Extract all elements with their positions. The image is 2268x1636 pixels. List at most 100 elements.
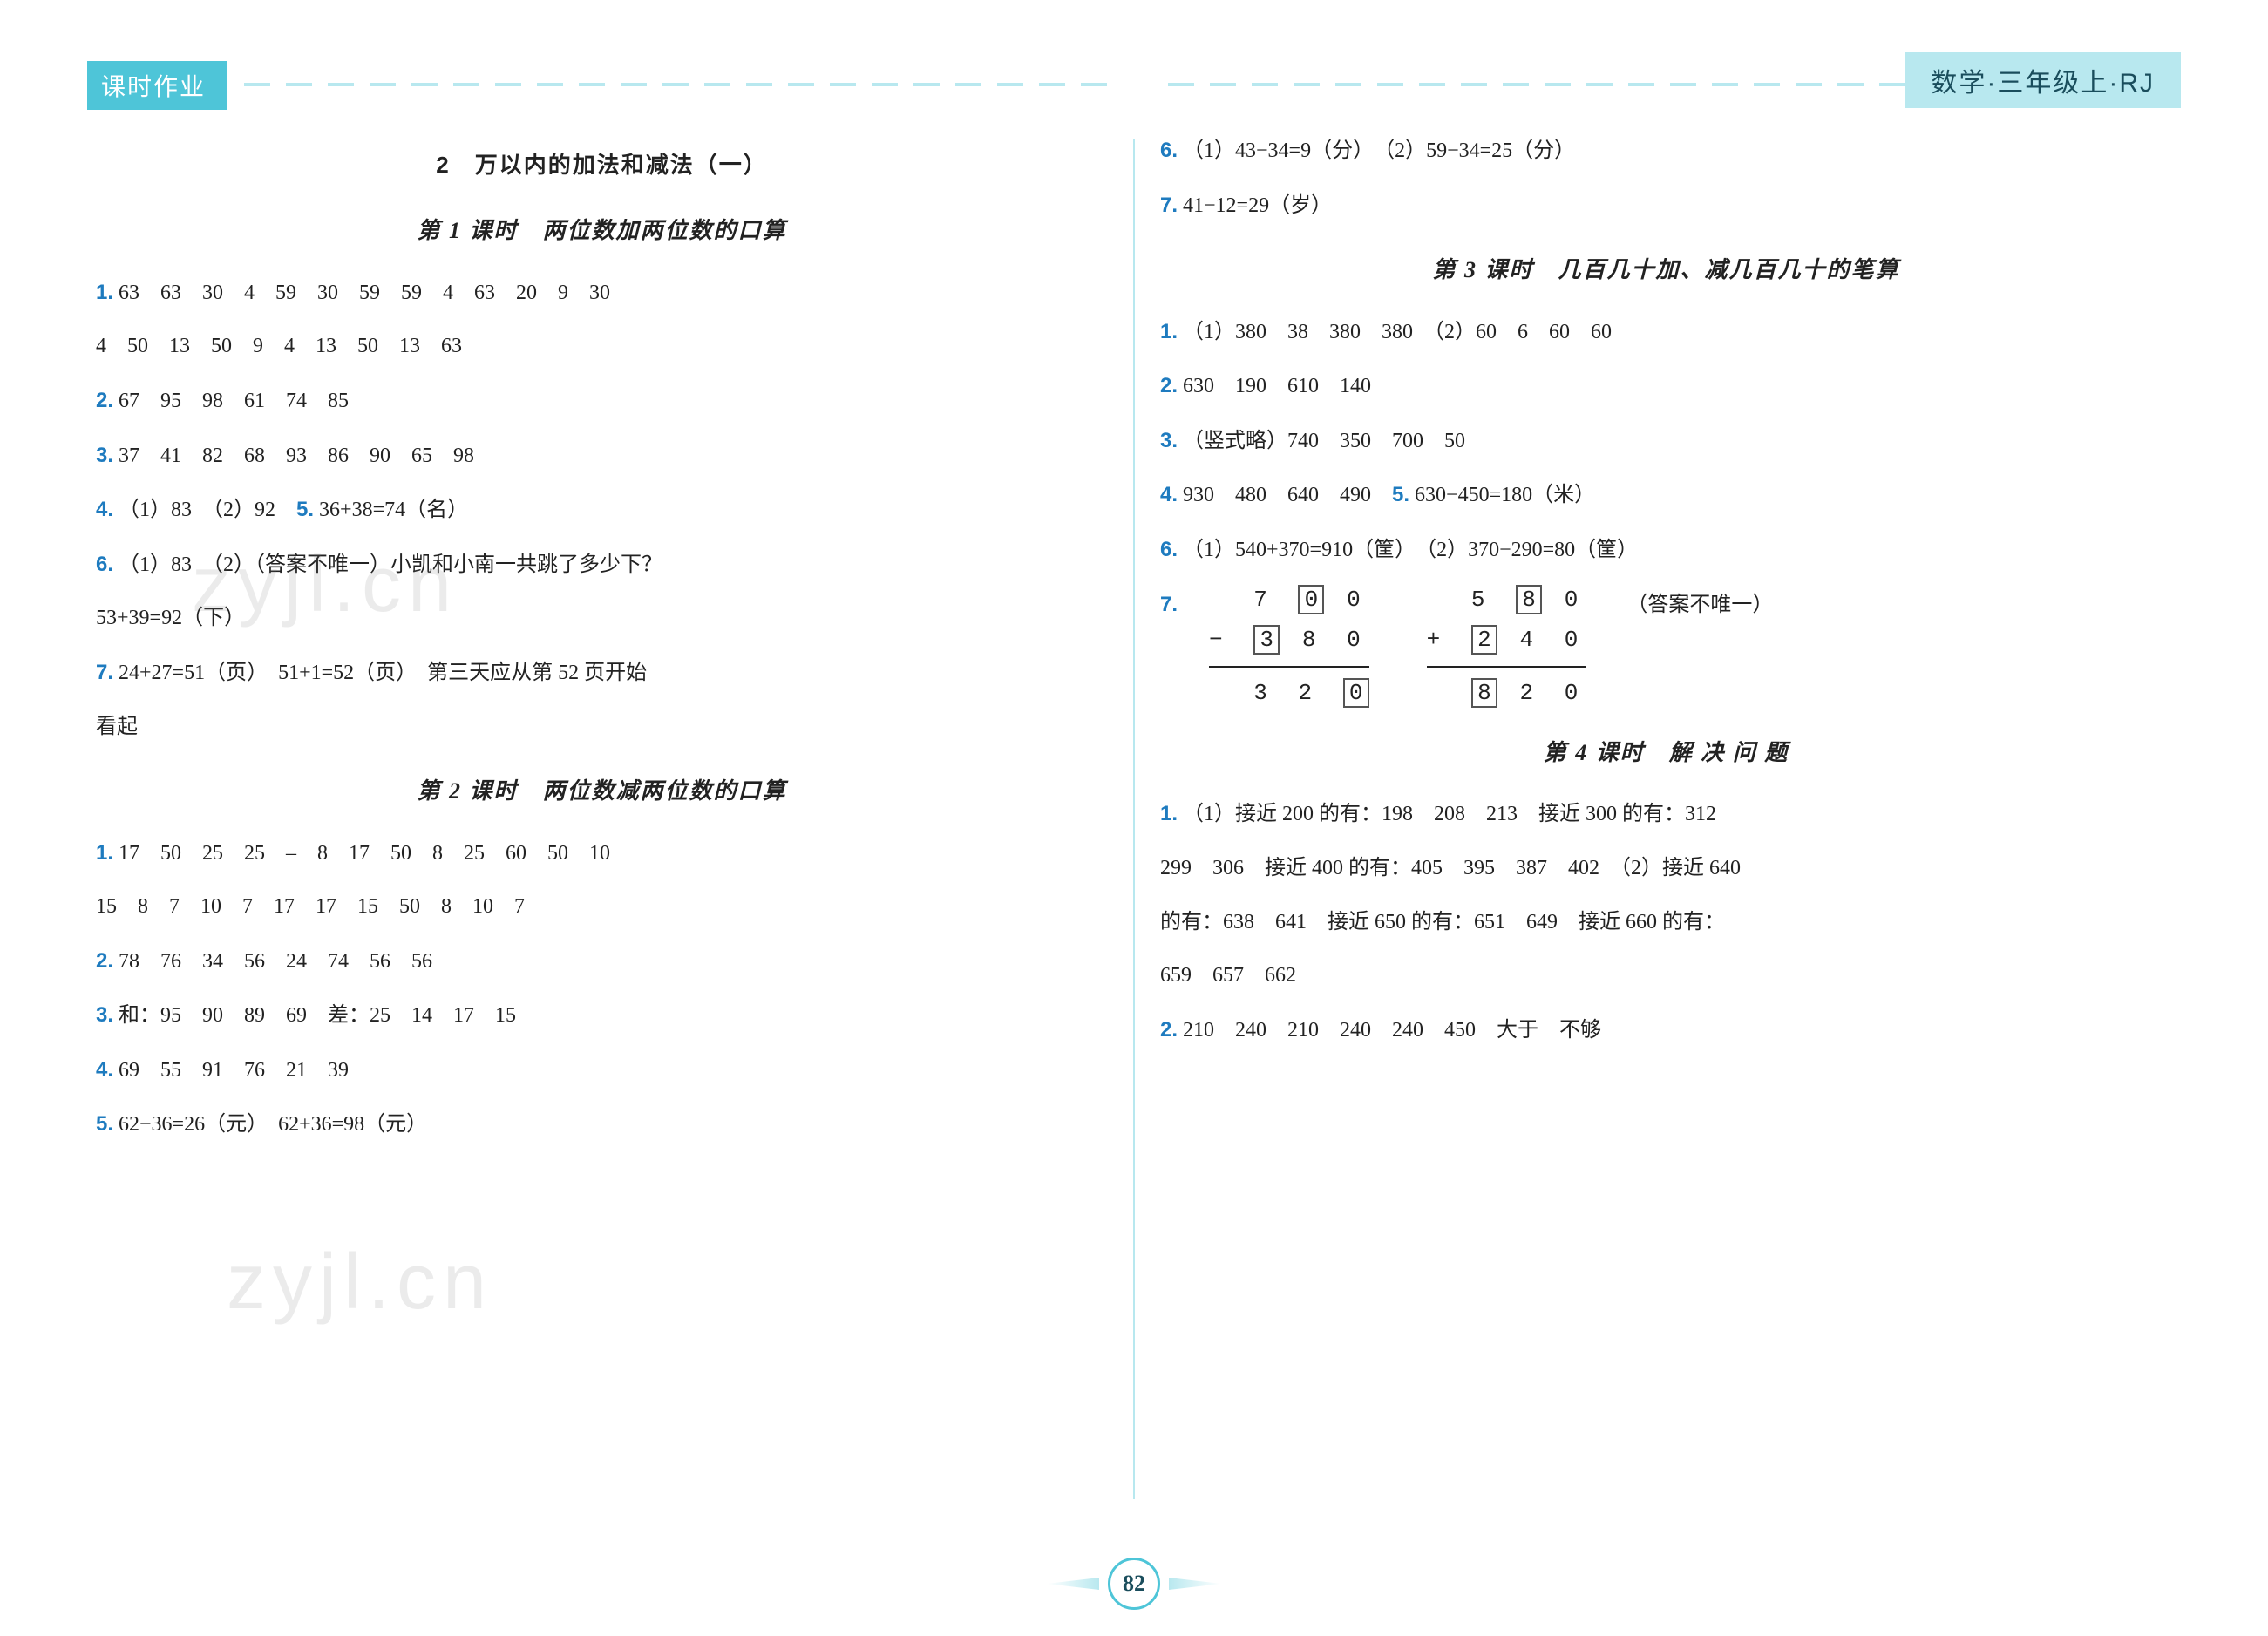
l3-q3: 3. （竖式略）740 350 700 50 [1160, 416, 2172, 467]
digit: 8 [1302, 627, 1325, 653]
qnum: 5. [1392, 483, 1409, 506]
lesson3-title: 第 3 课时 几百几十加、减几百几十的笔算 [1160, 243, 2172, 297]
digit: 0 [1565, 587, 1587, 613]
qnum: 4. [1160, 483, 1178, 506]
calc-rule [1427, 666, 1587, 668]
operator: + [1427, 627, 1450, 653]
calc1-r3: 3 2 0 [1209, 673, 1369, 714]
answer-text: 63 63 30 4 59 30 59 59 4 63 20 9 30 [119, 282, 610, 304]
answer-text: 41−12=29（岁） [1183, 194, 1332, 217]
l1-q2: 2. 67 95 98 61 74 85 [96, 376, 1108, 427]
qnum: 6. [96, 553, 113, 576]
calc-note: （答案不唯一） [1626, 580, 1773, 631]
answer-text: （1）83 （2）（答案不唯一）小凯和小南一共跳了多少下？ [119, 553, 662, 576]
header-left-text: 课时作业 [101, 74, 206, 101]
l4-q1b: 299 306 接近 400 的有：405 395 387 402 （2）接近 … [1160, 844, 2172, 894]
l3-q4q5: 4. 930 480 640 490 5. 630−450=180（米） [1160, 470, 2172, 521]
answer-text: 36+38=74（名） [319, 499, 468, 521]
boxed-digit: 2 [1471, 625, 1497, 655]
l2-q1-row1: 1. 17 50 25 25 – 8 17 50 8 25 60 50 10 [96, 828, 1108, 879]
l1-q6a: 6. （1）83 （2）（答案不唯一）小凯和小南一共跳了多少下？ [96, 540, 1108, 591]
lesson2-title: 第 2 课时 两位数减两位数的口算 [96, 764, 1108, 818]
page-content: 2 万以内的加法和减法（一） 第 1 课时 两位数加两位数的口算 1. 63 6… [87, 122, 2181, 1551]
right-column: 6. （1）43−34=9（分） （2）59−34=25（分） 7. 41−12… [1134, 122, 2181, 1551]
answer-text: 69 55 91 76 21 39 [119, 1059, 349, 1082]
l4-q2: 2. 210 240 210 240 240 450 大于 不够 [1160, 1005, 2172, 1056]
qnum: 7. [96, 661, 113, 684]
answer-text: 37 41 82 68 93 86 90 65 98 [119, 445, 474, 467]
unit-title: 2 万以内的加法和减法（一） [96, 138, 1108, 192]
l1-q4q5: 4. （1）83 （2）92 5. 36+38=74（名） [96, 485, 1108, 536]
lesson1-title: 第 1 课时 两位数加两位数的口算 [96, 204, 1108, 258]
qnum: 1. [96, 281, 113, 304]
header-dashes-left [244, 83, 1116, 86]
l3-q2: 2. 630 190 610 140 [1160, 361, 2172, 412]
l1-q1-row2: 4 50 13 50 9 4 13 50 13 63 [96, 322, 1108, 372]
qnum: 6. [1160, 538, 1178, 561]
l1-q1-row1: 1. 63 63 30 4 59 30 59 59 4 63 20 9 30 [96, 268, 1108, 319]
answer-text: 78 76 34 56 24 74 56 56 [119, 950, 432, 973]
l2-q1-row2: 15 8 7 10 7 17 17 15 50 8 10 7 [96, 882, 1108, 933]
calc1-r2: − 3 8 0 [1209, 620, 1369, 661]
qnum: 3. [1160, 429, 1178, 452]
header-right-badge: 数学·三年级上·RJ [1905, 52, 2181, 108]
page-number-wrap: 82 [1047, 1558, 1221, 1610]
digit: 2 [1520, 680, 1543, 706]
digit: 0 [1565, 680, 1587, 706]
answer-text: （1）43−34=9（分） （2）59−34=25（分） [1183, 139, 1575, 162]
answer-text: 67 95 98 61 74 85 [119, 390, 349, 412]
header-right-text: 数学·三年级上·RJ [1931, 69, 2155, 98]
l2-q3: 3. 和：95 90 89 69 差：25 14 17 15 [96, 990, 1108, 1042]
answer-text: （1）380 38 380 380 （2）60 6 60 60 [1183, 321, 1612, 343]
operator: − [1209, 627, 1232, 653]
boxed-digit: 0 [1343, 678, 1369, 708]
qnum: 5. [296, 498, 314, 521]
qnum: 2. [96, 949, 113, 973]
qnum: 1. [96, 841, 113, 865]
answer-text: （竖式略）740 350 700 50 [1183, 430, 1465, 452]
calc2-r1: 5 8 0 [1427, 580, 1587, 621]
answer-text: 17 50 25 25 – 8 17 50 8 25 60 50 10 [119, 842, 610, 865]
r-q7: 7. 41−12=29（岁） [1160, 180, 2172, 232]
l2-q2: 2. 78 76 34 56 24 74 56 56 [96, 936, 1108, 988]
qnum: 4. [96, 498, 113, 521]
answer-text: 210 240 210 240 240 450 大于 不够 [1183, 1019, 1601, 1042]
l4-q1a: 1. （1）接近 200 的有：198 208 213 接近 300 的有：31… [1160, 789, 2172, 840]
digit: 3 [1253, 680, 1276, 706]
calc-rule [1209, 666, 1369, 668]
r-q6: 6. （1）43−34=9（分） （2）59−34=25（分） [1160, 126, 2172, 177]
answer-text: 630−450=180（米） [1415, 484, 1595, 506]
answer-text: （1）接近 200 的有：198 208 213 接近 300 的有：312 [1183, 803, 1716, 825]
answer-text: 24+27=51（页） 51+1=52（页） 第三天应从第 52 页开始 [119, 662, 647, 684]
answer-text: 930 480 640 490 [1183, 484, 1371, 506]
qnum: 6. [1160, 139, 1178, 162]
answer-text: （1）83 （2）92 [119, 499, 275, 521]
calc2-r3: 8 2 0 [1427, 673, 1587, 714]
digit: 0 [1347, 587, 1369, 613]
qnum: 2. [1160, 1018, 1178, 1042]
l1-q6b: 53+39=92（下） [96, 594, 1108, 644]
qnum: 2. [96, 389, 113, 412]
page-wing-right-icon [1169, 1578, 1221, 1590]
answer-text: （1）540+370=910（筐） （2）370−290=80（筐） [1183, 539, 1638, 561]
header-dashes-right [1168, 83, 1909, 86]
l2-q5: 5. 62−36=26（元） 62+36=98（元） [96, 1099, 1108, 1151]
left-column: 2 万以内的加法和减法（一） 第 1 课时 两位数加两位数的口算 1. 63 6… [87, 122, 1134, 1551]
digit: 2 [1298, 680, 1321, 706]
answer-text: 630 190 610 140 [1183, 375, 1371, 397]
boxed-digit: 3 [1253, 625, 1280, 655]
digit: 0 [1347, 627, 1369, 653]
l3-q1: 1. （1）380 38 380 380 （2）60 6 60 60 [1160, 307, 2172, 358]
answer-text: 62−36=26（元） 62+36=98（元） [119, 1113, 427, 1136]
l3-q7: 7. 7 0 0 − 3 8 0 3 2 0 5 8 0 + 2 4 0 8 2… [1160, 580, 2172, 714]
qnum: 7. [1160, 193, 1178, 217]
calc2-r2: + 2 4 0 [1427, 620, 1587, 661]
answer-text: 和：95 90 89 69 差：25 14 17 15 [119, 1004, 516, 1027]
qnum: 3. [96, 1003, 113, 1027]
l3-q6: 6. （1）540+370=910（筐） （2）370−290=80（筐） [1160, 525, 2172, 576]
digit: 7 [1253, 587, 1276, 613]
qnum: 7. [1160, 593, 1178, 616]
l1-q7b: 看起 [96, 703, 1108, 753]
vertical-calc-1: 7 0 0 − 3 8 0 3 2 0 [1209, 580, 1369, 714]
page-number: 82 [1108, 1558, 1160, 1610]
